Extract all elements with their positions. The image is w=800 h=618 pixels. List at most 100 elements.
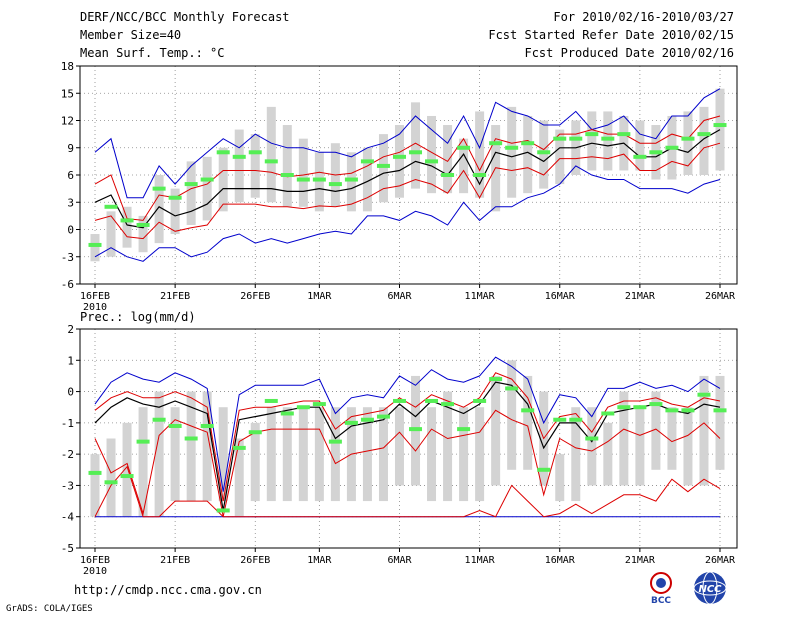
panel2-median-0 (88, 470, 102, 475)
panel2-median-19 (392, 398, 406, 403)
panel2-median-18 (376, 414, 390, 419)
panel1-box-10 (250, 134, 260, 198)
panel2-variable-label: Prec.: log(mm/d) (80, 310, 196, 324)
panel1-median-39 (713, 123, 727, 128)
panel1-box-26 (507, 106, 517, 198)
panel1-box-13 (298, 138, 308, 207)
panel2-median-33 (617, 405, 631, 410)
svg-text:BCC: BCC (651, 596, 671, 606)
panel2-xtick-label-2: 26FEB (240, 555, 270, 566)
panel2-box-31 (587, 407, 597, 486)
panel1-ytick-label-3: 3 (67, 196, 74, 209)
panel2-ytick-label-2: -3 (61, 479, 74, 492)
panel1-xtick-label-8: 26MAR (705, 291, 736, 302)
panel1-xtick-label-3: 1MAR (307, 291, 332, 302)
panel1-median-26 (505, 145, 519, 150)
panel2-box-12 (282, 407, 292, 502)
panel1-xtick-label-4: 6MAR (387, 291, 412, 302)
panel2-xtick-label-4: 6MAR (387, 555, 412, 566)
panel1-median-19 (392, 154, 406, 159)
bcc-logo: BCC (650, 572, 672, 606)
panel1-median-4 (152, 186, 166, 191)
panel2-box-39 (715, 375, 725, 470)
panel1-median-11 (264, 159, 278, 164)
panel1-box-12 (282, 125, 292, 207)
panel2-xtick-label-5: 11MAR (465, 555, 496, 566)
panel1-median-20 (409, 150, 423, 155)
panel2-ytick-label-5: 0 (67, 386, 74, 399)
panel2-outer-high-line (94, 356, 721, 492)
panel1-xtick-label-0: 16FEB (80, 291, 110, 302)
panel2-xtick-label-3: 1MAR (307, 555, 332, 566)
panel2-box-2 (122, 422, 132, 517)
panel2-median-28 (537, 467, 551, 472)
panel2-median-14 (312, 402, 326, 407)
panel2-box-37 (683, 407, 693, 486)
panel1-median-7 (200, 177, 214, 182)
panel2-median-36 (665, 408, 679, 413)
panel2-ytick-label-7: 2 (67, 323, 74, 336)
panel1-median-32 (601, 136, 615, 141)
variable-label-temp: Mean Surf. Temp.: °C (80, 46, 225, 60)
panel1-box-16 (346, 152, 356, 212)
panel2-frame (79, 328, 738, 549)
panel1-box-19 (394, 125, 404, 198)
panel2-box-17 (362, 407, 372, 502)
panel2-box-14 (314, 407, 324, 502)
panel1-ytick-label-4: 6 (67, 169, 74, 182)
produced-date: Fcst Produced Date 2010/02/16 (524, 46, 734, 60)
panel2-box-4 (154, 391, 164, 517)
panel1-median-23 (457, 145, 471, 150)
panel1-box-5 (170, 188, 180, 235)
panel1-box-37 (683, 111, 693, 175)
panel1-median-5 (168, 195, 182, 200)
panel2-box-34 (635, 407, 645, 486)
panel2-median-12 (280, 411, 294, 416)
panel1-box-8 (218, 147, 228, 212)
panel2-median-24 (473, 398, 487, 403)
source-url[interactable]: http://cmdp.ncc.cma.gov.cn (74, 583, 262, 597)
panel2-median-27 (521, 408, 535, 413)
panel1-median-36 (665, 145, 679, 150)
grads-credit: GrADS: COLA/IGES (6, 604, 93, 614)
panel1-median-12 (280, 173, 294, 177)
panel2-median-5 (168, 423, 182, 428)
panel1-median-1 (104, 204, 118, 209)
panel1-outer-low-line (94, 165, 721, 262)
panel1-box-29 (555, 129, 565, 185)
panel1-box-27 (523, 115, 533, 194)
panel1-ytick-label-7: 15 (61, 87, 74, 100)
panel1-box-34 (635, 120, 645, 171)
panel1-xtick-label-2: 26FEB (240, 291, 270, 302)
panel2-mean-line (94, 381, 721, 511)
panel1-median-33 (617, 132, 631, 137)
panel1-median-9 (232, 154, 246, 159)
panel1-median-2 (120, 218, 134, 223)
panel1-median-30 (569, 136, 583, 141)
forecast-period: For 2010/02/16-2010/03/27 (553, 10, 734, 24)
panel2-median-16 (344, 420, 358, 425)
panel2-year-label: 2010 (83, 566, 107, 577)
panel1-mean-line (94, 129, 721, 229)
panel2-box-7 (202, 391, 212, 502)
panel2-median-34 (633, 405, 647, 410)
panel1-box-11 (266, 106, 276, 203)
panel1-median-10 (248, 150, 262, 155)
panel2-median-10 (248, 430, 262, 435)
panel1-box-2 (122, 206, 132, 248)
panel1-ytick-label-1: -3 (61, 251, 74, 264)
panel1-box-0 (90, 234, 100, 262)
panel1-year-label: 2010 (83, 302, 107, 313)
panel2-box-29 (555, 454, 565, 502)
panel2-median-35 (649, 402, 663, 407)
panel2-median-30 (569, 417, 583, 422)
refer-date: Fcst Started Refer Date 2010/02/15 (488, 28, 734, 42)
panel1-median-27 (521, 141, 535, 146)
panel2-median-22 (441, 402, 455, 407)
panel2-median-11 (264, 398, 278, 403)
panel1-ytick-label-2: 0 (67, 224, 74, 237)
panel2-box-1 (106, 438, 116, 517)
panel2-median-3 (136, 439, 150, 444)
panel1-median-8 (216, 150, 230, 155)
